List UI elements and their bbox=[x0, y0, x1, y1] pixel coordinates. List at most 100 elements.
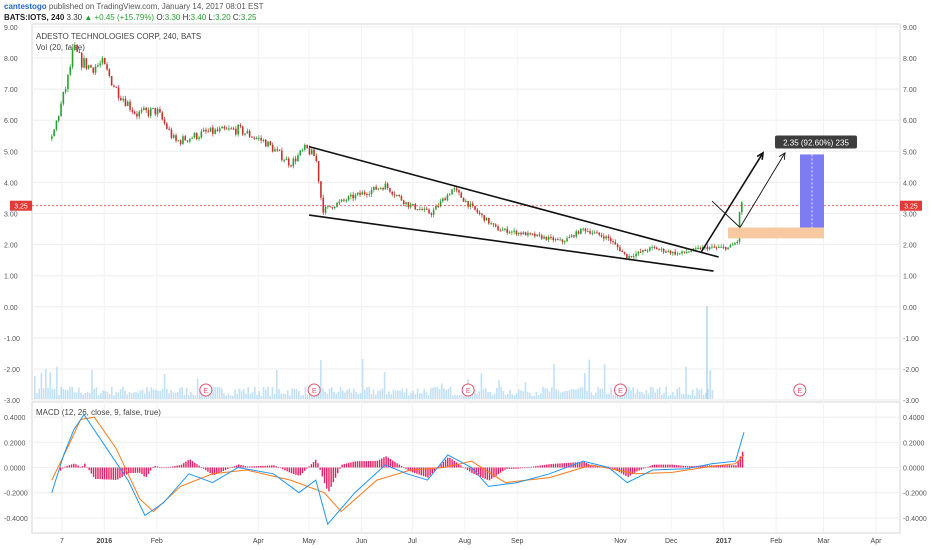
volume-bar bbox=[531, 395, 533, 399]
volume-bar bbox=[146, 386, 148, 399]
candle-body bbox=[106, 64, 108, 70]
y-tick-label-left: 6.00 bbox=[4, 118, 18, 125]
candle-body bbox=[488, 217, 490, 224]
publisher-link[interactable]: cantestogo bbox=[4, 2, 47, 11]
volume-bar bbox=[67, 390, 69, 399]
open-value: 3.30 bbox=[164, 13, 181, 22]
volume-bar bbox=[245, 393, 247, 399]
volume-bar bbox=[71, 386, 73, 399]
candle-body bbox=[228, 128, 230, 130]
wedge-upper-line[interactable] bbox=[308, 145, 719, 258]
y-tick-label-left: -2.00 bbox=[4, 367, 20, 374]
macd-histogram-bar bbox=[77, 465, 79, 468]
macd-histogram-bar bbox=[321, 467, 324, 477]
macd-title: MACD (12, 26, close, 9, false, true) bbox=[36, 408, 161, 417]
chart-title: ADESTO TECHNOLOGIES CORP, 240, BATS bbox=[36, 32, 201, 41]
candle-body bbox=[674, 251, 676, 255]
volume-bar bbox=[636, 389, 639, 399]
volume-bar bbox=[75, 392, 78, 399]
volume-bar bbox=[700, 388, 703, 399]
volume-bar bbox=[82, 394, 84, 399]
candle-body bbox=[651, 246, 653, 248]
candle-body bbox=[299, 150, 302, 156]
macd-histogram-bar bbox=[213, 467, 216, 475]
candle-body bbox=[205, 129, 207, 132]
candle-body bbox=[373, 186, 375, 190]
candle-body bbox=[347, 196, 350, 201]
volume-bar bbox=[276, 369, 278, 399]
candle-body bbox=[658, 249, 660, 251]
symbol-label[interactable]: BATS:IOTS, 240 bbox=[4, 13, 65, 22]
earnings-marker-label: E bbox=[798, 388, 803, 395]
candle-body bbox=[258, 137, 260, 139]
wedge-lower-line[interactable] bbox=[308, 214, 714, 272]
volume-bar bbox=[412, 390, 414, 399]
volume-bar bbox=[669, 394, 672, 399]
macd-histogram-bar bbox=[165, 467, 167, 469]
projection-path-down[interactable] bbox=[711, 200, 741, 228]
candle-body bbox=[435, 205, 437, 210]
volume-bar bbox=[555, 389, 557, 399]
low-label: L: bbox=[208, 13, 216, 22]
candle-body bbox=[363, 192, 366, 194]
macd-histogram-bar bbox=[319, 467, 321, 470]
volume-bar bbox=[91, 370, 93, 399]
volume-bar bbox=[126, 394, 128, 399]
stop-zone-box[interactable] bbox=[728, 227, 824, 239]
candle-body bbox=[396, 194, 398, 196]
earnings-marker[interactable] bbox=[793, 383, 807, 397]
volume-bar bbox=[612, 394, 615, 399]
volume-bar bbox=[410, 393, 412, 399]
volume-bar bbox=[425, 391, 428, 399]
volume-bar bbox=[524, 382, 527, 399]
macd-y-tick-left: -0.2000 bbox=[4, 491, 28, 498]
earnings-marker[interactable] bbox=[461, 383, 475, 397]
macd-y-tick-left: 0.4000 bbox=[4, 415, 26, 422]
candle-body bbox=[460, 192, 463, 198]
macd-histogram-bar bbox=[596, 466, 599, 468]
volume-bar bbox=[522, 391, 524, 399]
macd-histogram-bar bbox=[163, 467, 165, 469]
volume-bar bbox=[463, 395, 465, 399]
earnings-marker[interactable] bbox=[613, 383, 627, 397]
candle-body bbox=[497, 226, 499, 231]
volume-bar bbox=[69, 386, 71, 399]
macd-histogram-bar bbox=[299, 467, 302, 476]
projection-arrow-main[interactable] bbox=[700, 152, 764, 253]
macd-histogram-bar bbox=[532, 466, 535, 468]
candle-body bbox=[281, 150, 283, 161]
candle-body bbox=[76, 44, 78, 52]
macd-histogram-bar bbox=[88, 467, 90, 471]
candle-body bbox=[727, 247, 729, 250]
volume-bar bbox=[680, 394, 683, 399]
candle-body bbox=[577, 231, 580, 234]
candle-body bbox=[214, 129, 216, 134]
macd-histogram-bar bbox=[667, 464, 669, 468]
volume-bar bbox=[458, 394, 461, 399]
candle-body bbox=[69, 66, 72, 75]
volume-bar bbox=[271, 386, 274, 399]
macd-histogram-bar bbox=[563, 463, 566, 468]
macd-histogram-bar bbox=[616, 467, 618, 472]
volume-bar bbox=[661, 394, 663, 399]
projection-label-box bbox=[775, 135, 857, 149]
volume-bar bbox=[674, 395, 676, 399]
macd-histogram-bar bbox=[117, 467, 119, 480]
macd-histogram-bar bbox=[704, 465, 706, 468]
candle-body bbox=[720, 246, 722, 248]
earnings-marker[interactable] bbox=[307, 383, 321, 397]
candle-body bbox=[695, 248, 697, 250]
candle-body bbox=[557, 239, 559, 241]
macd-histogram-bar bbox=[334, 467, 337, 478]
projection-arrow-secondary[interactable] bbox=[739, 152, 786, 228]
macd-histogram-bar bbox=[429, 467, 431, 476]
candle-body bbox=[248, 131, 251, 137]
macd-histogram-bar bbox=[722, 465, 724, 468]
volume-bar bbox=[60, 386, 62, 399]
volume-bar bbox=[150, 387, 153, 399]
candle-body bbox=[85, 58, 88, 69]
candle-body bbox=[616, 244, 619, 248]
macd-histogram-bar bbox=[152, 467, 154, 468]
earnings-marker[interactable] bbox=[199, 383, 213, 397]
